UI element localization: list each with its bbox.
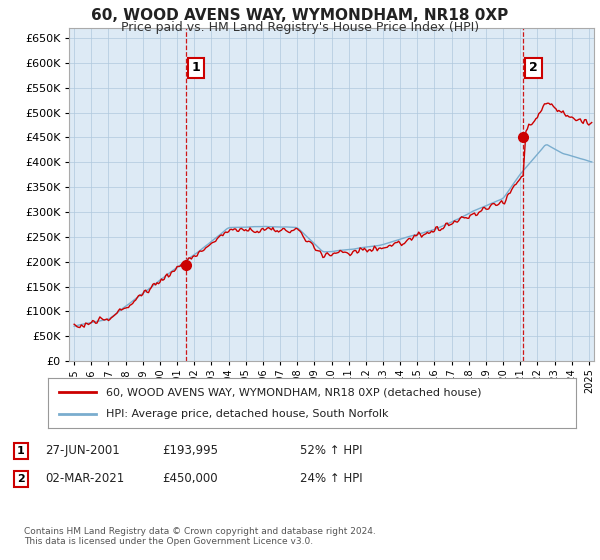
Text: £193,995: £193,995 bbox=[162, 444, 218, 458]
Text: Price paid vs. HM Land Registry's House Price Index (HPI): Price paid vs. HM Land Registry's House … bbox=[121, 21, 479, 34]
Text: 02-MAR-2021: 02-MAR-2021 bbox=[45, 472, 124, 486]
Text: 60, WOOD AVENS WAY, WYMONDHAM, NR18 0XP (detached house): 60, WOOD AVENS WAY, WYMONDHAM, NR18 0XP … bbox=[106, 387, 482, 397]
Text: 2: 2 bbox=[529, 62, 538, 74]
Text: 2: 2 bbox=[17, 474, 25, 484]
Text: 60, WOOD AVENS WAY, WYMONDHAM, NR18 0XP: 60, WOOD AVENS WAY, WYMONDHAM, NR18 0XP bbox=[91, 8, 509, 24]
Text: 1: 1 bbox=[17, 446, 25, 456]
Text: Contains HM Land Registry data © Crown copyright and database right 2024.
This d: Contains HM Land Registry data © Crown c… bbox=[24, 526, 376, 546]
Text: 52% ↑ HPI: 52% ↑ HPI bbox=[300, 444, 362, 458]
Text: £450,000: £450,000 bbox=[162, 472, 218, 486]
Text: 1: 1 bbox=[191, 62, 200, 74]
Text: 24% ↑ HPI: 24% ↑ HPI bbox=[300, 472, 362, 486]
Text: 27-JUN-2001: 27-JUN-2001 bbox=[45, 444, 120, 458]
Text: HPI: Average price, detached house, South Norfolk: HPI: Average price, detached house, Sout… bbox=[106, 409, 389, 419]
